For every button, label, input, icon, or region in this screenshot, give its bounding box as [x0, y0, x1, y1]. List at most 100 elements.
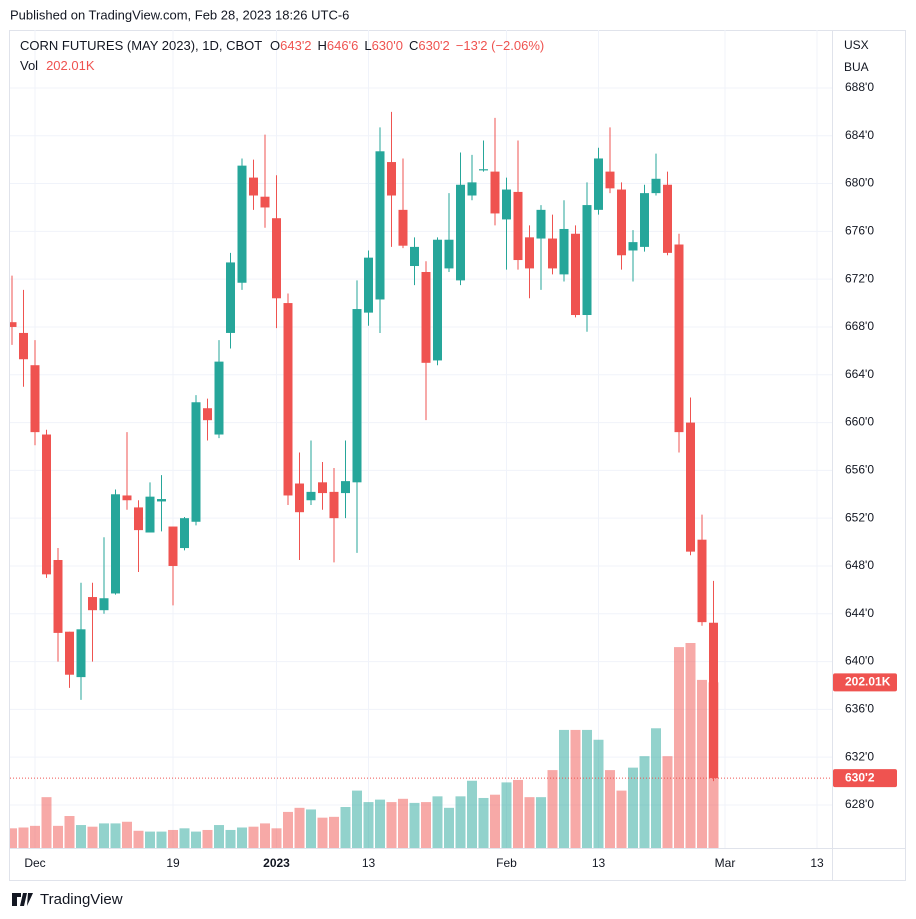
- volume-bar: [570, 729, 581, 848]
- candle-body: [663, 184, 672, 253]
- candle-body: [145, 496, 155, 533]
- volume-bar: [375, 799, 385, 848]
- x-tick-label: 13: [592, 856, 606, 870]
- volume-box: [833, 673, 897, 692]
- volume-bar: [283, 811, 293, 848]
- volume-bar: [317, 817, 328, 848]
- volume-bar: [237, 827, 247, 848]
- volume-bar: [214, 825, 224, 848]
- volume-bar: [53, 825, 63, 848]
- volume-bar: [363, 802, 374, 848]
- candle-body: [341, 481, 350, 494]
- volume-bar: [501, 782, 512, 848]
- candle-body: [479, 169, 488, 171]
- candle-body: [375, 151, 385, 300]
- volume-bar: [593, 739, 604, 848]
- volume-bar: [455, 796, 466, 848]
- candle-body: [99, 598, 109, 611]
- candle-body: [456, 184, 465, 281]
- y-tick-label: 672'0: [845, 271, 874, 285]
- candle-body: [640, 193, 649, 247]
- candle-body: [295, 483, 304, 513]
- brand: TradingView: [12, 891, 123, 908]
- volume-bar: [122, 821, 132, 848]
- volume-bar: [559, 729, 569, 848]
- y-tick-label: 648'0: [845, 558, 874, 572]
- volume-bar: [271, 828, 282, 848]
- candles: [10, 111, 718, 782]
- candle-body: [398, 209, 408, 246]
- ohlc-value: 630'0: [372, 38, 403, 53]
- volume-bar: [179, 828, 190, 848]
- candle-body: [10, 322, 17, 327]
- y-tick-label: 684'0: [845, 128, 874, 142]
- volume-bar: [467, 780, 477, 848]
- volume-bar: [76, 825, 86, 848]
- ohlc-value: 646'6: [327, 38, 358, 53]
- candle-body: [318, 482, 327, 494]
- y-tick-label: 660'0: [845, 415, 874, 429]
- candle-body: [42, 434, 51, 575]
- candle-body: [364, 257, 373, 313]
- last-price-box: [833, 769, 897, 788]
- volume-bar: [651, 728, 661, 848]
- y-tick-label: 636'0: [845, 702, 874, 716]
- x-tick-label: Mar: [715, 856, 736, 870]
- candle-body: [628, 242, 638, 251]
- candle-body: [249, 177, 258, 196]
- volume-bar: [202, 829, 213, 848]
- ohlc-key: L: [364, 38, 371, 53]
- volume-bar: [248, 826, 259, 848]
- volume-bar: [191, 831, 201, 848]
- y-tick-label: 632'0: [845, 749, 874, 763]
- symbol: CORN FUTURES (MAY 2023), 1D, CBOT: [20, 38, 262, 53]
- candle-body: [571, 233, 580, 316]
- volume-bar: [409, 802, 420, 848]
- volume-bar: [421, 802, 431, 848]
- candle-body: [134, 507, 143, 531]
- last-price-label: 630'2: [845, 770, 875, 784]
- candle-body: [674, 244, 684, 433]
- volume-bar: [260, 823, 270, 848]
- candle-body: [536, 209, 546, 239]
- candle-body: [260, 196, 270, 208]
- volume-bar: [444, 807, 454, 848]
- candle-body: [283, 303, 293, 496]
- candle-body: [559, 228, 569, 275]
- candle-body: [594, 158, 603, 210]
- ohlc-value: 630'2: [418, 38, 449, 53]
- volume-bar: [87, 826, 98, 848]
- candle-body: [65, 631, 74, 675]
- candle-body: [214, 361, 224, 435]
- volume-bar: [306, 809, 316, 848]
- axes: 628'0 632'0 636'0 640'0 644'0 648'0 652'0 656'0…: [10, 80, 897, 870]
- y-tick-label: 676'0: [845, 224, 874, 238]
- brand-name: TradingView: [40, 891, 123, 908]
- x-tick-label: Feb: [496, 856, 517, 870]
- candle-body: [502, 189, 511, 220]
- y-tick-label: 652'0: [845, 510, 874, 524]
- volume-bar: [294, 807, 305, 848]
- candle-body: [582, 205, 592, 316]
- volume-bar: [18, 827, 29, 848]
- volume-bar: [697, 679, 707, 848]
- candle-body: [467, 182, 477, 196]
- volume-bar: [225, 829, 236, 848]
- y-tick-label: 664'0: [845, 367, 874, 381]
- candle-body: [387, 162, 396, 196]
- change: −13'2 (−2.06%): [456, 38, 545, 53]
- published: Published on TradingView.com, Feb 28, 20…: [10, 7, 349, 22]
- candle-body: [617, 189, 626, 256]
- volume-bar: [398, 798, 408, 848]
- ohlc-value: 643'2: [280, 38, 311, 53]
- chart-frame: [9, 30, 906, 881]
- y-tick-label: 688'0: [845, 80, 874, 94]
- candle-body: [226, 262, 235, 333]
- volume-bar: [133, 830, 144, 848]
- candle-body: [157, 499, 166, 502]
- candle-body: [111, 494, 120, 594]
- volume-bar: [628, 767, 638, 848]
- volume-bar: [64, 816, 75, 848]
- candle-body: [272, 218, 281, 299]
